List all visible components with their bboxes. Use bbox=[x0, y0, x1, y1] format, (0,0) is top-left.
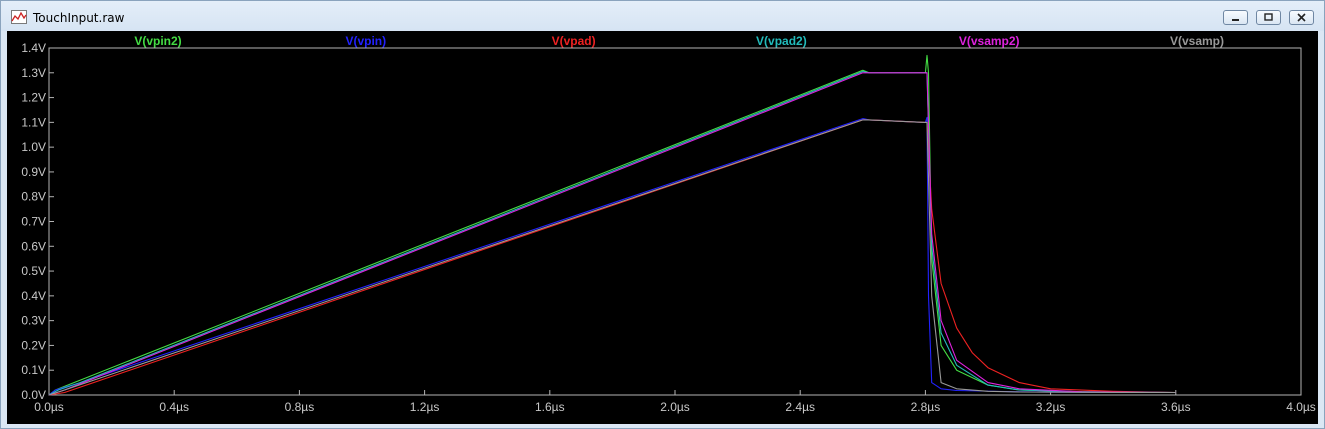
x-tick-label: 4.0µs bbox=[1286, 400, 1316, 414]
title-bar[interactable]: TouchInput.raw bbox=[1, 1, 1324, 31]
y-tick-label: 0.7V bbox=[21, 215, 46, 229]
axes: 0.0V 0.1V 0.2V 0.3V 0.4V 0.5V 0.6V 0.7V 0.8V 0.9V… bbox=[21, 41, 1315, 414]
legend-item[interactable]: V(vsamp2) bbox=[959, 34, 1020, 48]
plot-area[interactable]: 0.0V 0.1V 0.2V 0.3V 0.4V 0.5V 0.6V 0.7V 0.8V 0.9V… bbox=[7, 31, 1318, 429]
legend-item[interactable]: V(vpin2) bbox=[134, 34, 181, 48]
y-tick-label: 0.4V bbox=[21, 289, 46, 303]
waveform-chart-icon bbox=[11, 10, 27, 24]
legend-item[interactable]: V(vpad2) bbox=[756, 34, 807, 48]
minimize-button[interactable] bbox=[1223, 10, 1248, 25]
maximize-button[interactable] bbox=[1256, 10, 1281, 25]
x-tick-label: 3.2µs bbox=[1036, 400, 1066, 414]
y-tick-label: 1.1V bbox=[21, 115, 46, 129]
close-icon bbox=[1297, 13, 1306, 22]
legend: V(vpin2) V(vpin) V(vpad) V(vpad2) V(vsamp2) V… bbox=[134, 34, 1224, 48]
x-tick-label: 0.4µs bbox=[159, 400, 189, 414]
x-tick-label: 1.6µs bbox=[535, 400, 565, 414]
y-tick-label: 1.0V bbox=[21, 140, 46, 154]
legend-item[interactable]: V(vsamp) bbox=[1170, 34, 1224, 48]
y-tick-label: 0.0V bbox=[21, 388, 46, 402]
y-tick-label: 0.2V bbox=[21, 338, 46, 352]
x-tick-label: 3.6µs bbox=[1161, 400, 1191, 414]
y-tick-label: 0.8V bbox=[21, 190, 46, 204]
x-tick-label: 1.2µs bbox=[410, 400, 440, 414]
close-button[interactable] bbox=[1289, 10, 1314, 25]
maximize-icon bbox=[1264, 13, 1273, 21]
y-tick-label: 0.1V bbox=[21, 363, 46, 377]
y-tick-label: 0.9V bbox=[21, 165, 46, 179]
x-tick-label: 2.0µs bbox=[660, 400, 690, 414]
x-tick-label: 0.8µs bbox=[285, 400, 315, 414]
trace-v-vsamp-[interactable] bbox=[48, 119, 1176, 396]
trace-v-vsamp2-[interactable] bbox=[48, 72, 1176, 396]
x-tick-label: 2.8µs bbox=[911, 400, 941, 414]
legend-item[interactable]: V(vpad) bbox=[552, 34, 596, 48]
y-tick-label: 0.6V bbox=[21, 239, 46, 253]
y-tick-label: 1.3V bbox=[21, 66, 46, 80]
minimize-icon bbox=[1232, 19, 1239, 21]
traces bbox=[48, 54, 1176, 396]
legend-item[interactable]: V(vpin) bbox=[345, 34, 386, 48]
window-title: TouchInput.raw bbox=[33, 11, 125, 25]
y-tick-label: 0.3V bbox=[21, 314, 46, 328]
y-tick-label: 1.2V bbox=[21, 91, 46, 105]
waveform-chart[interactable]: 0.0V 0.1V 0.2V 0.3V 0.4V 0.5V 0.6V 0.7V 0.8V 0.9V… bbox=[7, 31, 1318, 424]
plot-background bbox=[7, 31, 1318, 424]
y-tick-label: 0.5V bbox=[21, 264, 46, 278]
x-tick-label: 2.4µs bbox=[785, 400, 815, 414]
x-tick-label: 0.0µs bbox=[34, 400, 64, 414]
y-tick-label: 1.4V bbox=[21, 41, 46, 55]
